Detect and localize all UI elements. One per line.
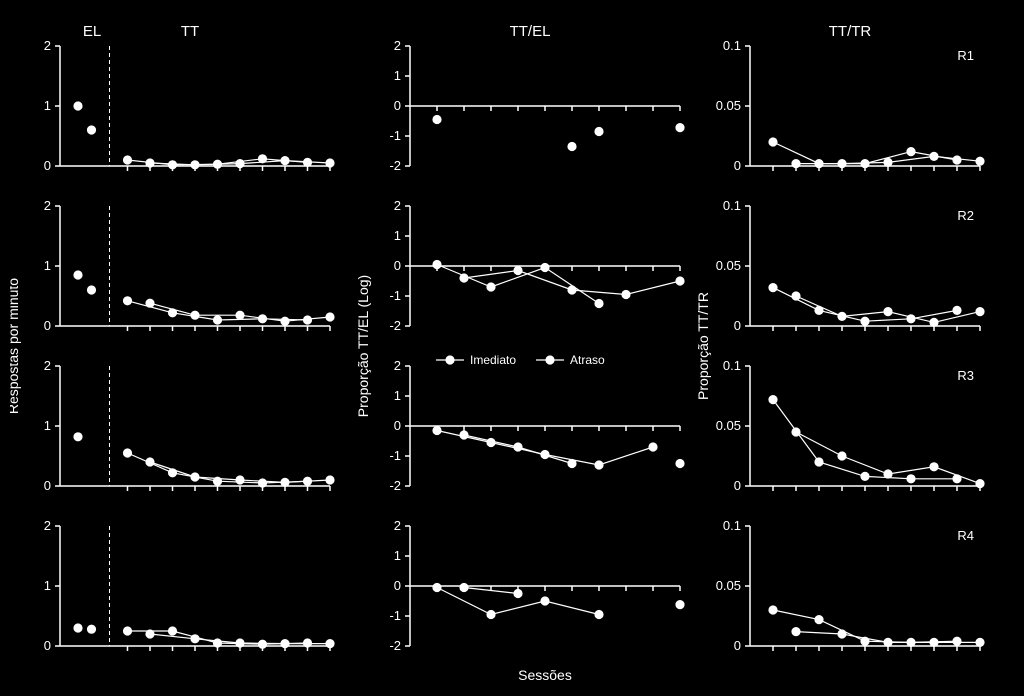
svg-text:R4: R4 xyxy=(957,528,974,543)
svg-text:R3: R3 xyxy=(957,368,974,383)
svg-text:0.05: 0.05 xyxy=(716,98,741,113)
svg-text:2: 2 xyxy=(44,518,51,533)
panel-respostas-row2: 0 1 2 xyxy=(44,198,334,333)
svg-text:0.1: 0.1 xyxy=(723,358,741,373)
svg-text:-2: -2 xyxy=(389,638,401,653)
svg-text:R2: R2 xyxy=(957,208,974,223)
svg-text:0: 0 xyxy=(734,478,741,493)
charts-svg: 012ELTT-2-1012TT/EL00.050.1TT/TRR1012-2-… xyxy=(10,10,1014,686)
svg-text:EL: EL xyxy=(83,23,101,40)
svg-text:0.05: 0.05 xyxy=(716,258,741,273)
svg-text:0: 0 xyxy=(44,638,51,653)
svg-text:-2: -2 xyxy=(389,318,401,333)
panel-respostas-row1: 0 1 2 EL TT xyxy=(44,23,334,173)
svg-text:-1: -1 xyxy=(389,608,401,623)
svg-text:0: 0 xyxy=(394,578,401,593)
svg-text:2: 2 xyxy=(394,518,401,533)
svg-text:1: 1 xyxy=(394,548,401,563)
panel-tt_el-row4: -2 -1 0 1 2 xyxy=(389,518,684,653)
svg-text:-1: -1 xyxy=(389,288,401,303)
panel-respostas-row3: 0 1 2 xyxy=(44,358,334,493)
svg-text:0.05: 0.05 xyxy=(716,418,741,433)
xlabel: Sessões xyxy=(518,667,572,683)
svg-text:2: 2 xyxy=(394,198,401,213)
svg-text:2: 2 xyxy=(44,358,51,373)
panel-tt_tr-row2: 0 0.05 0.1 R2 xyxy=(716,198,984,333)
svg-text:1: 1 xyxy=(394,388,401,403)
svg-text:0: 0 xyxy=(394,98,401,113)
panel-tt_tr-row3: 0 0.05 0.1 R3 xyxy=(716,358,984,493)
panel-tt_el-row2: -2 -1 0 1 2 xyxy=(389,198,684,333)
panel-tt_el-row1: -2 -1 0 1 2 TT/EL xyxy=(389,23,684,173)
panel-respostas-row4: 0 1 2 xyxy=(44,518,334,653)
svg-text:TT/TR: TT/TR xyxy=(829,23,872,40)
panel-tt_el-row3: -2 -1 0 1 2 Imediato Atraso xyxy=(389,353,684,493)
svg-text:1: 1 xyxy=(44,258,51,273)
svg-text:2: 2 xyxy=(44,198,51,213)
svg-text:2: 2 xyxy=(44,38,51,53)
svg-text:-2: -2 xyxy=(389,478,401,493)
svg-text:0: 0 xyxy=(44,478,51,493)
svg-text:Imediato: Imediato xyxy=(470,353,516,367)
svg-text:1: 1 xyxy=(394,228,401,243)
svg-text:R1: R1 xyxy=(957,48,974,63)
svg-text:1: 1 xyxy=(44,418,51,433)
legend: Imediato Atraso xyxy=(436,353,605,367)
ylabel: Proporção TT/TR xyxy=(695,292,711,400)
svg-text:0: 0 xyxy=(44,158,51,173)
svg-text:0.1: 0.1 xyxy=(723,198,741,213)
svg-text:TT/EL: TT/EL xyxy=(510,23,551,40)
svg-text:0.05: 0.05 xyxy=(716,578,741,593)
panel-tt_tr-row4: 0 0.05 0.1 R4 xyxy=(716,518,984,653)
svg-text:1: 1 xyxy=(44,98,51,113)
svg-text:0.1: 0.1 xyxy=(723,518,741,533)
panel-tt_tr-row1: 0 0.05 0.1 TT/TR R1 xyxy=(716,23,984,173)
svg-text:0: 0 xyxy=(734,638,741,653)
figure-grid: 012ELTT-2-1012TT/EL00.050.1TT/TRR1012-2-… xyxy=(10,10,1014,686)
svg-text:2: 2 xyxy=(394,358,401,373)
svg-text:Atraso: Atraso xyxy=(570,353,605,367)
svg-text:-1: -1 xyxy=(389,448,401,463)
svg-text:0: 0 xyxy=(734,158,741,173)
svg-text:-1: -1 xyxy=(389,128,401,143)
svg-text:0: 0 xyxy=(394,258,401,273)
svg-text:0: 0 xyxy=(734,318,741,333)
svg-text:TT: TT xyxy=(181,23,199,40)
svg-text:1: 1 xyxy=(394,68,401,83)
svg-text:0.1: 0.1 xyxy=(723,38,741,53)
svg-text:0: 0 xyxy=(394,418,401,433)
svg-text:2: 2 xyxy=(394,38,401,53)
svg-text:0: 0 xyxy=(44,318,51,333)
ylabel: Respostas por minuto xyxy=(10,278,21,414)
svg-text:1: 1 xyxy=(44,578,51,593)
svg-text:-2: -2 xyxy=(389,158,401,173)
ylabel: Proporção TT/EL (Log) xyxy=(355,275,371,417)
